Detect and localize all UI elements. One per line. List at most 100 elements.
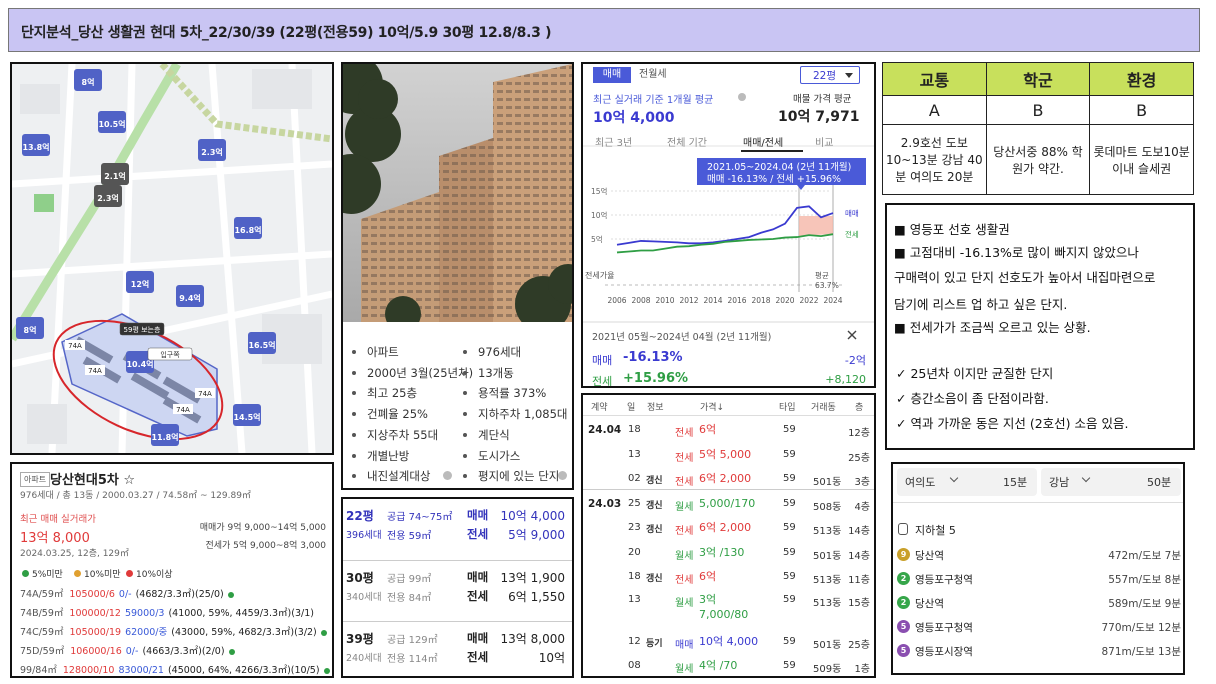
notes-panel: ■ 영등포 선호 생활권 ■ 고점대비 -16.13%로 많이 빠지지 않았으나 구… xyxy=(885,203,1195,450)
info-icon xyxy=(558,471,567,480)
complex-summary: 976세대 / 총 13동 / 2000.03.27 / 74.58㎡ ~ 12… xyxy=(20,491,251,501)
chart-tooltip: 2021.05~2024.04 (2년 11개월) 매매 -16.13% / 전세… xyxy=(697,158,866,185)
exclusive: 전용 84㎡ xyxy=(387,593,432,604)
floor: 14층 xyxy=(848,526,870,537)
note-check: ✓ 역과 가까운 동은 지선 (2호선) 소음 있음. xyxy=(896,416,1129,431)
deal-kind: 전세 xyxy=(675,477,694,488)
divider xyxy=(893,502,1183,503)
period-tab[interactable]: 최근 3년 xyxy=(595,138,633,149)
note-line: ■ 전세가가 조금씩 오르고 있는 상황. xyxy=(894,320,1091,335)
period-tab[interactable]: 비교 xyxy=(815,138,834,149)
complex-panel: 아파트 당산현대5차 ☆ 976세대 / 총 13동 / 2000.03.27 / … xyxy=(10,462,334,678)
supply: 공급 99㎡ xyxy=(387,574,432,585)
day: 13 xyxy=(628,594,641,605)
commute-dest[interactable]: 강남 xyxy=(1049,476,1070,489)
period-underline xyxy=(741,150,803,152)
table-header[interactable]: 가격↓ xyxy=(700,403,725,413)
building-tag xyxy=(85,365,105,375)
commute-time: 50분 xyxy=(1147,476,1172,489)
row-detail: (4663/3.3㎡)(2/0) xyxy=(142,646,225,657)
day: 20 xyxy=(628,547,641,558)
info-icon xyxy=(738,93,746,101)
table-header: 일 xyxy=(627,403,636,413)
day: 18 xyxy=(628,571,641,582)
jeonse-label: 전세 xyxy=(467,527,489,541)
day: 23 xyxy=(628,522,641,533)
station-distance: 472m/도보 7분 xyxy=(1108,550,1181,562)
period-tab[interactable]: 매매/전세 xyxy=(743,138,784,149)
sale-price: 13억 8,000 xyxy=(500,632,565,646)
row-sale: 105000/6 xyxy=(69,589,115,600)
line-badge: 2 xyxy=(897,572,910,585)
table-header: 계약 xyxy=(591,403,608,413)
summary-period: 2021년 05월~2024년 04월 (2년 11개월) xyxy=(592,332,772,343)
building-label: 74A xyxy=(176,406,190,414)
map-tag xyxy=(119,322,165,336)
tab[interactable]: 매매 xyxy=(593,67,631,83)
row-dot xyxy=(323,667,330,674)
series-label: 전세 xyxy=(845,229,859,239)
price-chart: 15억 10억 5억 2006 2008 2010 2012 2014 2016 2018 2020… xyxy=(583,145,874,340)
table-header: 층 xyxy=(855,403,864,413)
marker-price: 9.4억 xyxy=(179,293,201,303)
row-detail: (45000, 64%, 4266/3.3㎡)(10/5) xyxy=(167,665,320,676)
recent-price: 10억 4,000 xyxy=(593,110,675,126)
x-tick-label: 2006 xyxy=(607,296,626,305)
row-sale: 106000/16 xyxy=(70,646,122,657)
row-type: 99/84㎡ xyxy=(20,665,57,676)
station-distance: 871m/도보 13분 xyxy=(1101,646,1182,658)
fact: 지상주차 55대 xyxy=(367,427,439,442)
legend-dot xyxy=(126,570,133,577)
row-dot xyxy=(228,648,235,655)
size-dropdown[interactable]: 22평 xyxy=(800,66,860,84)
info: 등기 xyxy=(646,639,663,649)
recent-price: 13억 8,000 xyxy=(20,531,90,546)
units: 240세대 xyxy=(346,653,382,664)
grade-desc: 롯데마트 도보10분이내 슬세권 xyxy=(1089,124,1194,195)
y-tick-label: 5억 xyxy=(591,235,603,244)
pyeong: 30평 xyxy=(346,571,374,585)
deal-price: 6억 2,000 xyxy=(699,521,752,534)
building-tag xyxy=(65,340,85,350)
row-jeonse: 0/- xyxy=(125,646,139,657)
tooltip-pointer xyxy=(797,185,805,190)
commute-dest[interactable]: 여의도 xyxy=(905,476,936,489)
fact-bullet xyxy=(352,432,356,437)
building-label: 74A xyxy=(198,390,212,398)
tooltip-period: 2021.05~2024.04 (2년 11개월) xyxy=(707,162,852,173)
marker-price: 16.5억 xyxy=(248,340,275,350)
tag: 아파트 xyxy=(20,472,51,487)
deal-price: 5,000/170 xyxy=(699,497,756,510)
deal-price: 3억 /130 xyxy=(699,546,745,559)
transit-panel: 여의도 15분 강남 50분 지하철 5 9 당산역 472m/도보 7분 2 영등포구청역 557… xyxy=(891,462,1185,675)
map-marker xyxy=(151,424,179,446)
close-icon[interactable] xyxy=(847,330,857,340)
deal-kind: 전세 xyxy=(675,575,694,586)
photo-panel: 아파트 976세대 2000년 3월(25년차) 13개동 최고 25층 용적률 373%… xyxy=(341,62,574,490)
series-label: 매매 xyxy=(845,209,859,218)
sale-label: 매매 xyxy=(467,570,489,584)
listing-price: 10억 7,971 xyxy=(778,109,860,125)
price-row: 75D/59㎡ 106000/16 0/- (4663/3.3㎡)(2/0) xyxy=(20,643,235,657)
price-row: 74A/59㎡ 105000/6 0/- (4682/3.3㎡)(25/0) xyxy=(20,586,234,600)
building: 501동 xyxy=(813,551,842,562)
row-jeonse: 62000/중 xyxy=(125,627,168,638)
unit-type: 59 xyxy=(783,660,796,671)
fact-bullet xyxy=(463,432,467,437)
info-icon xyxy=(443,471,452,480)
map-marker xyxy=(22,134,50,156)
building: 513동 xyxy=(813,598,842,609)
fact: 지하주차 1,085대 xyxy=(478,407,568,422)
x-tick-label: 2024 xyxy=(823,296,842,305)
unit-type: 59 xyxy=(783,636,796,647)
map: 13.8억 8억 10.5억 2.3억 2.1억 2.3억 16.8억 12억 9.4억 8억 16… xyxy=(12,64,332,453)
row-detail: (41000, 59%, 4459/3.3㎡)(3/1) xyxy=(168,608,314,619)
tab[interactable]: 전월세 xyxy=(639,69,667,80)
deal-kind: 매매 xyxy=(675,640,694,651)
marker-price: 13.8억 xyxy=(22,142,49,152)
day: 12 xyxy=(628,636,641,647)
period-tab[interactable]: 전체 기간 xyxy=(667,138,707,149)
row-detail: (43000, 59%, 4682/3.3㎡)(3/2) xyxy=(171,627,317,638)
row-jeonse: 0/- xyxy=(118,589,132,600)
ratio-label: 전세가율 xyxy=(585,271,615,280)
